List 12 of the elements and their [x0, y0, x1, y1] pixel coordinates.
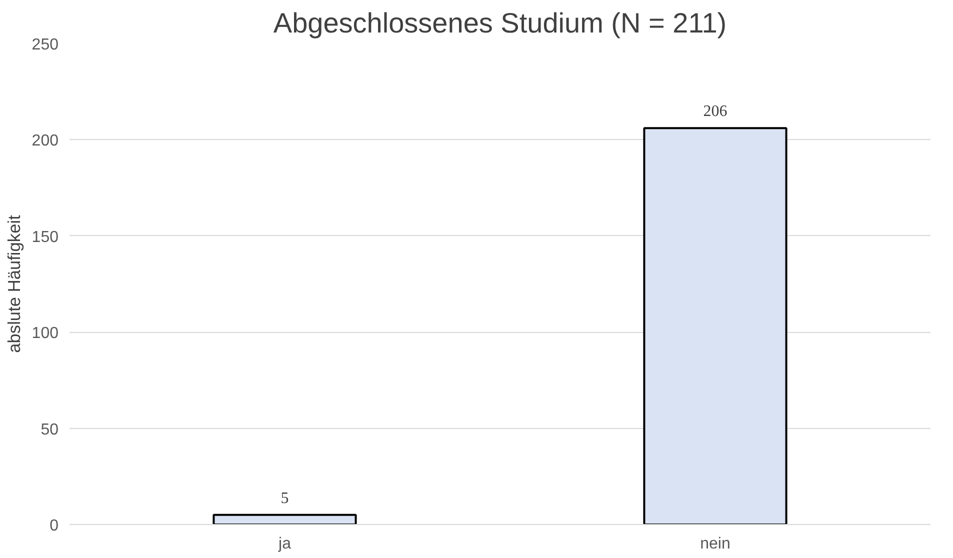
y-tick-label: 0: [50, 518, 59, 534]
y-tick-label: 100: [32, 325, 59, 342]
y-axis-title: abslute Häufigkeit: [4, 214, 24, 353]
x-tick-label: nein: [700, 536, 730, 552]
y-tick-label: 150: [32, 228, 59, 246]
data-label: 206: [703, 103, 728, 120]
data-label: 5: [280, 490, 289, 507]
y-tick-label: 250: [32, 36, 59, 54]
y-tick-label: 200: [32, 132, 59, 150]
x-tick-label: ja: [278, 536, 292, 552]
chart-title: Abgeschlossenes Studium (N = 211): [273, 8, 727, 38]
y-tick-label: 50: [40, 421, 59, 438]
